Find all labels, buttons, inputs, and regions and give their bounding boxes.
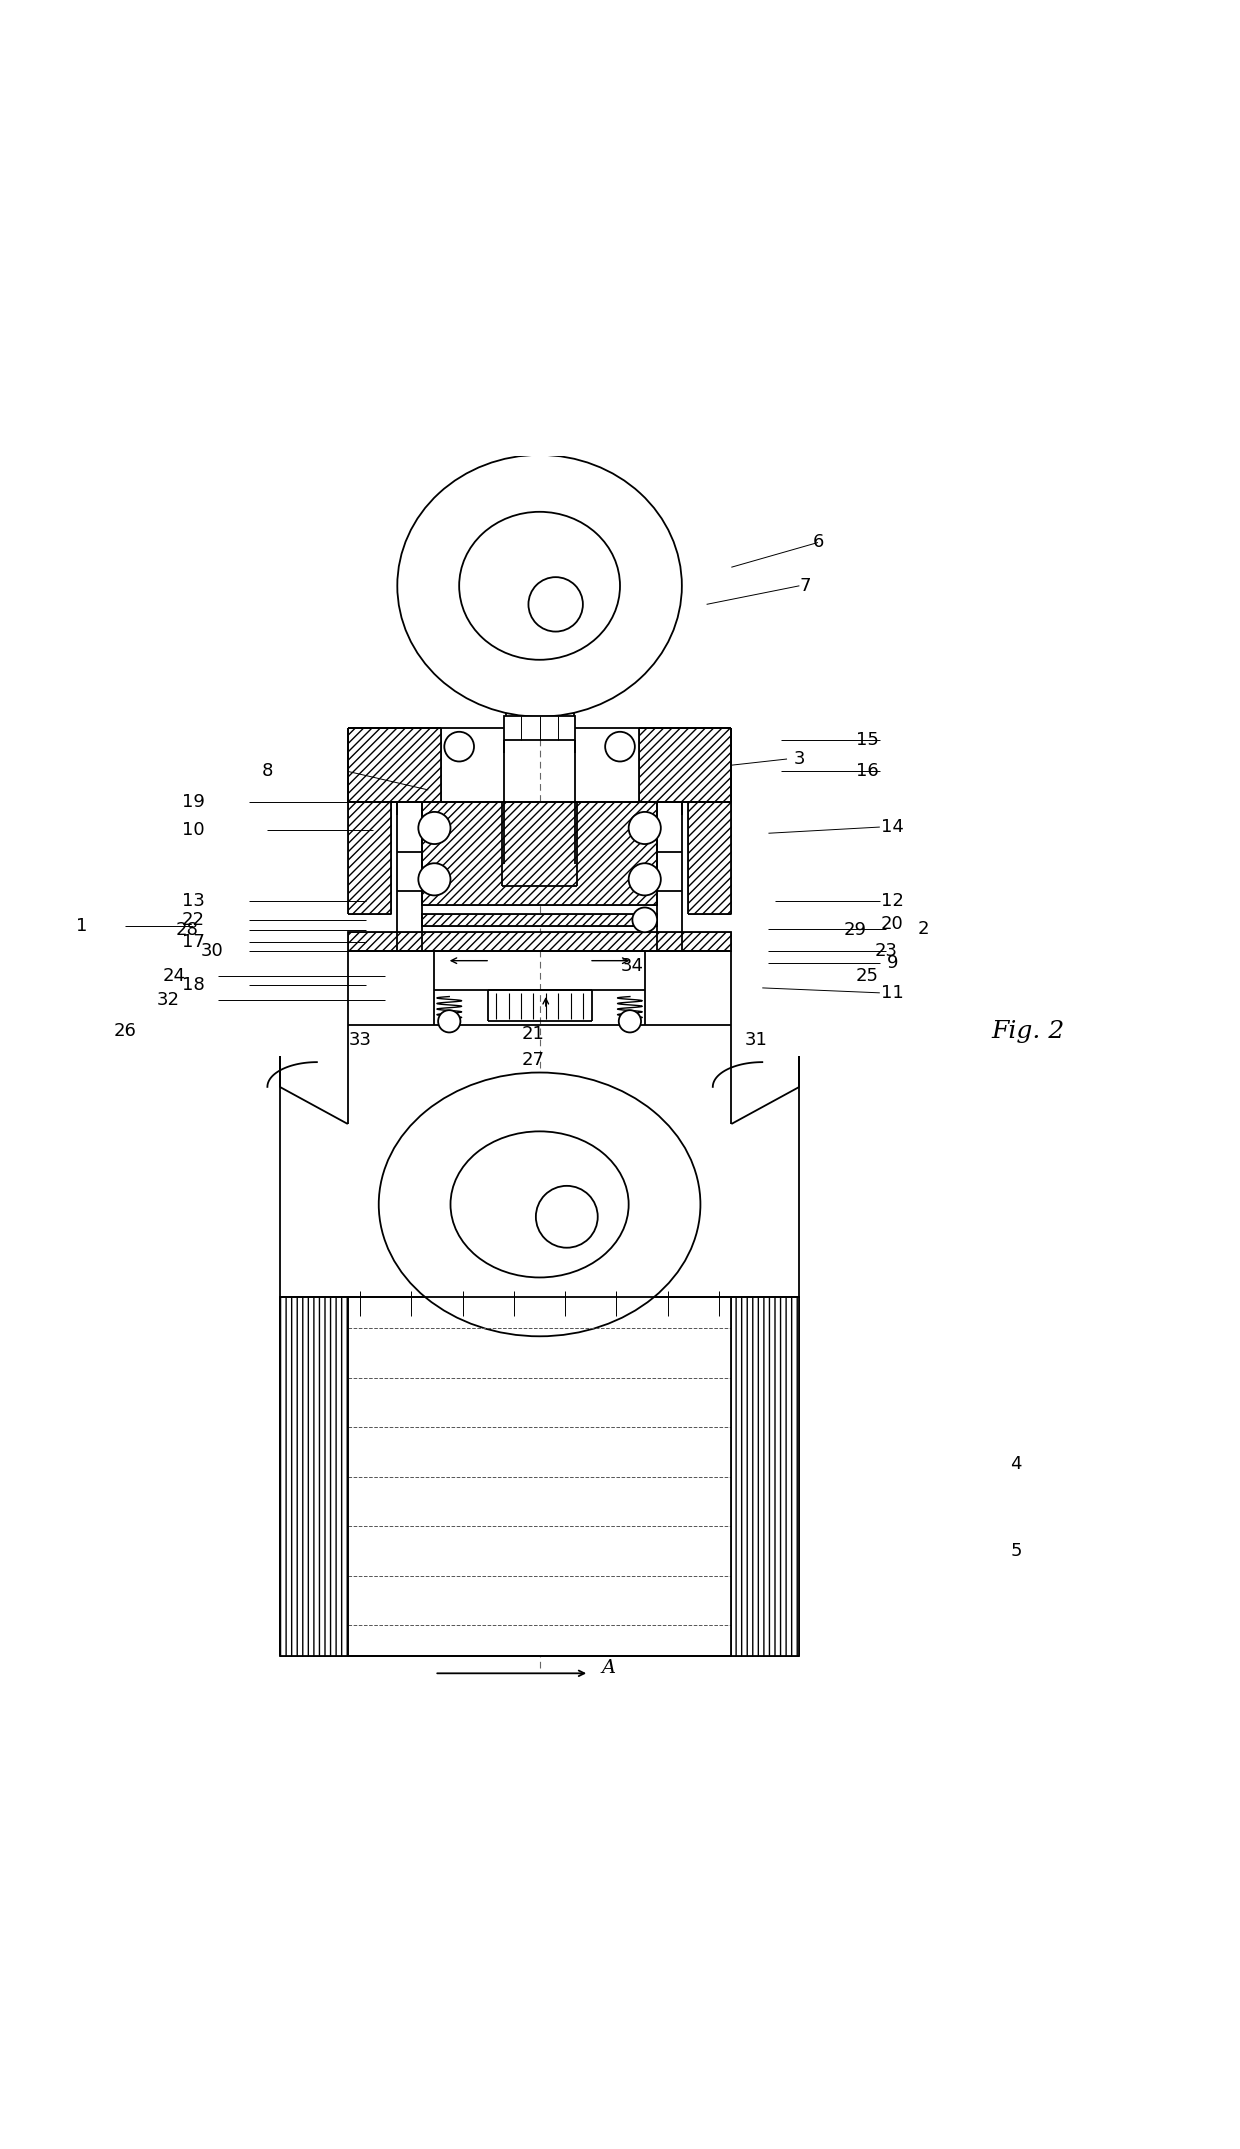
Bar xyxy=(688,802,732,913)
Circle shape xyxy=(632,907,657,933)
Text: 27: 27 xyxy=(522,1051,544,1068)
Ellipse shape xyxy=(378,1072,701,1337)
Bar xyxy=(732,1298,800,1657)
Text: 21: 21 xyxy=(522,1025,544,1042)
Bar xyxy=(422,913,657,926)
Text: 8: 8 xyxy=(262,763,273,780)
Text: 12: 12 xyxy=(880,892,904,911)
Bar xyxy=(347,802,391,913)
Bar xyxy=(422,802,657,905)
Text: 5: 5 xyxy=(1011,1541,1022,1560)
Text: 3: 3 xyxy=(794,750,805,767)
Text: 31: 31 xyxy=(745,1032,768,1049)
Text: 20: 20 xyxy=(880,915,904,933)
Text: 34: 34 xyxy=(621,956,644,976)
Circle shape xyxy=(629,864,661,896)
Circle shape xyxy=(536,1186,598,1249)
Bar xyxy=(347,729,440,802)
Text: 18: 18 xyxy=(182,976,205,995)
Ellipse shape xyxy=(397,456,682,718)
Text: 1: 1 xyxy=(76,918,88,935)
Text: 13: 13 xyxy=(182,892,205,911)
Text: 30: 30 xyxy=(201,941,223,961)
Ellipse shape xyxy=(450,1130,629,1277)
Text: 24: 24 xyxy=(164,967,186,984)
Text: 29: 29 xyxy=(843,920,867,939)
Text: 11: 11 xyxy=(880,984,904,1001)
Text: 23: 23 xyxy=(874,941,898,961)
Circle shape xyxy=(605,733,635,761)
Text: 33: 33 xyxy=(348,1032,372,1049)
Bar xyxy=(347,933,732,950)
Text: 19: 19 xyxy=(182,793,205,812)
Circle shape xyxy=(444,733,474,761)
Circle shape xyxy=(619,1010,641,1032)
Text: 15: 15 xyxy=(856,731,879,750)
Bar xyxy=(422,913,657,926)
Bar xyxy=(422,802,657,905)
Text: 32: 32 xyxy=(157,991,180,1010)
Text: 10: 10 xyxy=(182,821,205,838)
Text: 4: 4 xyxy=(1011,1455,1022,1474)
Circle shape xyxy=(418,864,450,896)
Text: 25: 25 xyxy=(856,967,879,984)
Text: 7: 7 xyxy=(800,576,811,595)
Bar xyxy=(503,716,575,741)
Text: 26: 26 xyxy=(114,1023,136,1040)
Circle shape xyxy=(629,812,661,845)
Circle shape xyxy=(528,578,583,632)
Text: 2: 2 xyxy=(918,920,929,937)
Bar xyxy=(639,729,732,802)
Bar xyxy=(280,1298,347,1657)
Text: 22: 22 xyxy=(181,911,205,928)
Text: Fig. 2: Fig. 2 xyxy=(992,1019,1065,1042)
Text: 6: 6 xyxy=(812,533,823,552)
Bar xyxy=(347,933,732,950)
Text: 9: 9 xyxy=(887,954,898,971)
Text: 17: 17 xyxy=(182,933,205,952)
Text: 28: 28 xyxy=(176,920,198,939)
Bar xyxy=(280,1298,800,1657)
Text: 16: 16 xyxy=(856,763,879,780)
Circle shape xyxy=(438,1010,460,1032)
Text: A: A xyxy=(601,1659,615,1676)
Ellipse shape xyxy=(459,511,620,660)
Circle shape xyxy=(418,812,450,845)
Text: 14: 14 xyxy=(880,819,904,836)
